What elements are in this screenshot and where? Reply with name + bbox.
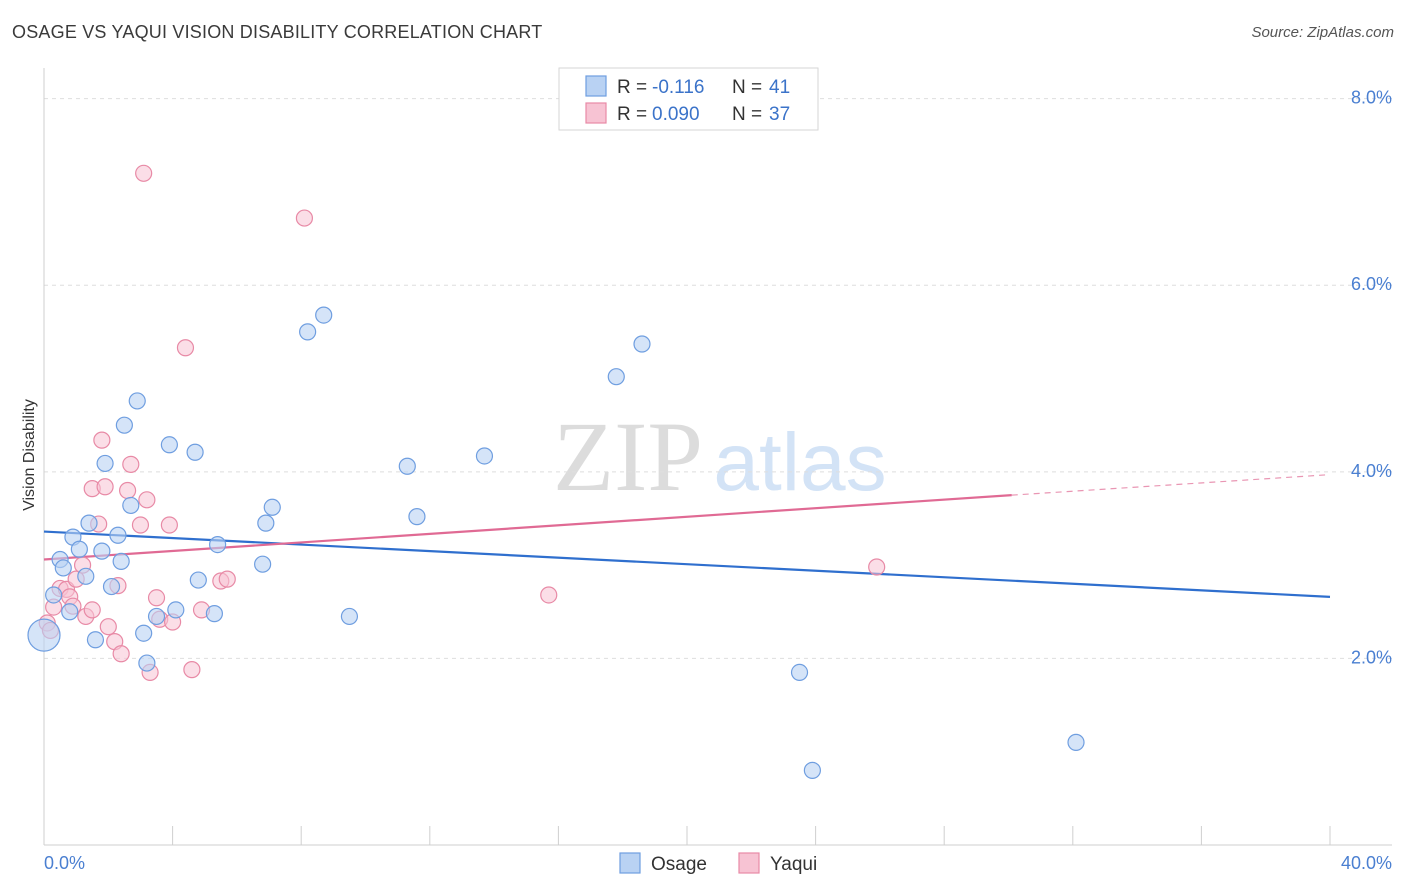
yaqui-point-18 xyxy=(118,481,137,500)
osage-point-29 xyxy=(263,498,281,516)
yaqui-point-21 xyxy=(135,164,153,182)
y-tick-label-0: 2.0% xyxy=(1351,647,1392,667)
osage-point-25 xyxy=(205,605,223,623)
yaqui-r-label: R = xyxy=(617,104,647,125)
osage-point-11 xyxy=(96,454,114,473)
osage-point-30 xyxy=(299,323,317,341)
x-tick-labels: 0.0% 40.0% xyxy=(44,853,1392,873)
osage-point-15 xyxy=(115,416,133,434)
osage-point-37 xyxy=(633,335,651,353)
osage-point-19 xyxy=(138,654,156,672)
yaqui-point-9 xyxy=(83,601,101,619)
osage-point-40 xyxy=(1067,733,1085,751)
watermark-atlas: atlas xyxy=(713,417,886,508)
y-tick-label-3: 8.0% xyxy=(1351,88,1392,108)
osage-r-label: R = xyxy=(617,77,647,98)
osage-point-3 xyxy=(54,559,72,577)
chart-title: OSAGE VS YAQUI VISION DISABILITY CORRELA… xyxy=(12,22,543,42)
osage-point-22 xyxy=(167,601,185,619)
osage-point-28 xyxy=(257,514,275,532)
osage-points xyxy=(27,306,1085,779)
yaqui-n-label: N = xyxy=(732,104,762,125)
yaqui-point-28 xyxy=(176,339,195,357)
osage-point-10 xyxy=(93,542,111,560)
osage-point-9 xyxy=(86,631,105,649)
osage-r-value: -0.116 xyxy=(652,77,704,98)
yaqui-legend-swatch xyxy=(585,102,607,124)
osage-point-4 xyxy=(61,603,79,621)
yaqui-trend-extension xyxy=(1011,474,1331,496)
osage-point-36 xyxy=(607,368,625,386)
osage-point-23 xyxy=(186,443,204,461)
osage-point-24 xyxy=(189,571,207,589)
gridlines xyxy=(44,98,1392,659)
osage-series-swatch xyxy=(619,852,641,874)
yaqui-point-33 xyxy=(295,209,314,227)
osage-trend-line xyxy=(43,530,1331,598)
osage-point-6 xyxy=(70,540,88,558)
osage-n-value: 41 xyxy=(769,77,790,98)
osage-point-34 xyxy=(408,508,426,526)
osage-point-26 xyxy=(209,535,227,554)
yaqui-series-label: Yaqui xyxy=(770,854,817,875)
yaqui-series-swatch xyxy=(738,852,760,874)
yaqui-point-22 xyxy=(138,491,156,509)
osage-point-27 xyxy=(254,555,272,573)
x-tick-label-0: 0.0% xyxy=(44,853,85,873)
osage-point-14 xyxy=(112,552,130,570)
y-tick-label-2: 6.0% xyxy=(1351,274,1392,294)
osage-legend-swatch xyxy=(585,75,607,97)
osage-n-label: N = xyxy=(732,77,762,98)
osage-series-label: Osage xyxy=(651,854,707,875)
yaqui-point-29 xyxy=(183,661,201,679)
yaqui-point-35 xyxy=(868,558,886,576)
watermark-zip: ZIP xyxy=(553,401,703,512)
yaqui-point-13 xyxy=(96,478,114,496)
osage-point-12 xyxy=(102,577,121,596)
yaqui-n-value: 37 xyxy=(769,104,790,125)
osage-point-16 xyxy=(122,496,140,515)
axes xyxy=(43,68,1392,846)
osage-point-38 xyxy=(790,663,809,682)
yaqui-trend-line xyxy=(43,494,1012,561)
y-axis-label: Vision Disability xyxy=(21,399,38,511)
osage-point-17 xyxy=(128,392,146,410)
osage-point-33 xyxy=(398,457,416,475)
y-tick-label-1: 4.0% xyxy=(1351,461,1392,481)
yaqui-point-34 xyxy=(540,586,558,604)
yaqui-point-17 xyxy=(112,645,130,663)
osage-point-32 xyxy=(340,607,359,626)
osage-point-1 xyxy=(45,586,63,604)
yaqui-r-value: 0.090 xyxy=(652,104,700,125)
yaqui-point-20 xyxy=(131,516,150,534)
osage-point-7 xyxy=(77,567,95,585)
stats-legend: R = -0.116 N = 41 R = 0.090 N = 37 xyxy=(558,67,819,131)
osage-point-21 xyxy=(160,436,178,454)
osage-point-18 xyxy=(135,624,153,642)
yaqui-point-32 xyxy=(218,570,236,588)
osage-point-13 xyxy=(109,526,127,544)
yaqui-point-12 xyxy=(93,431,111,449)
osage-point-31 xyxy=(315,306,333,324)
yaqui-point-24 xyxy=(147,589,166,607)
y-tick-labels: 2.0% 4.0% 6.0% 8.0% xyxy=(1351,88,1392,668)
osage-point-0 xyxy=(27,618,61,652)
yaqui-point-26 xyxy=(160,516,178,534)
x-tick-label-1: 40.0% xyxy=(1341,853,1392,873)
yaqui-point-19 xyxy=(122,455,140,473)
osage-point-8 xyxy=(80,514,98,532)
trend-lines xyxy=(43,474,1331,598)
series-legend: Osage Yaqui xyxy=(619,852,817,875)
osage-point-20 xyxy=(147,607,166,626)
osage-point-35 xyxy=(475,447,494,465)
osage-point-39 xyxy=(803,761,821,779)
source-credit: Source: ZipAtlas.com xyxy=(1251,24,1394,41)
yaqui-point-14 xyxy=(99,618,117,636)
